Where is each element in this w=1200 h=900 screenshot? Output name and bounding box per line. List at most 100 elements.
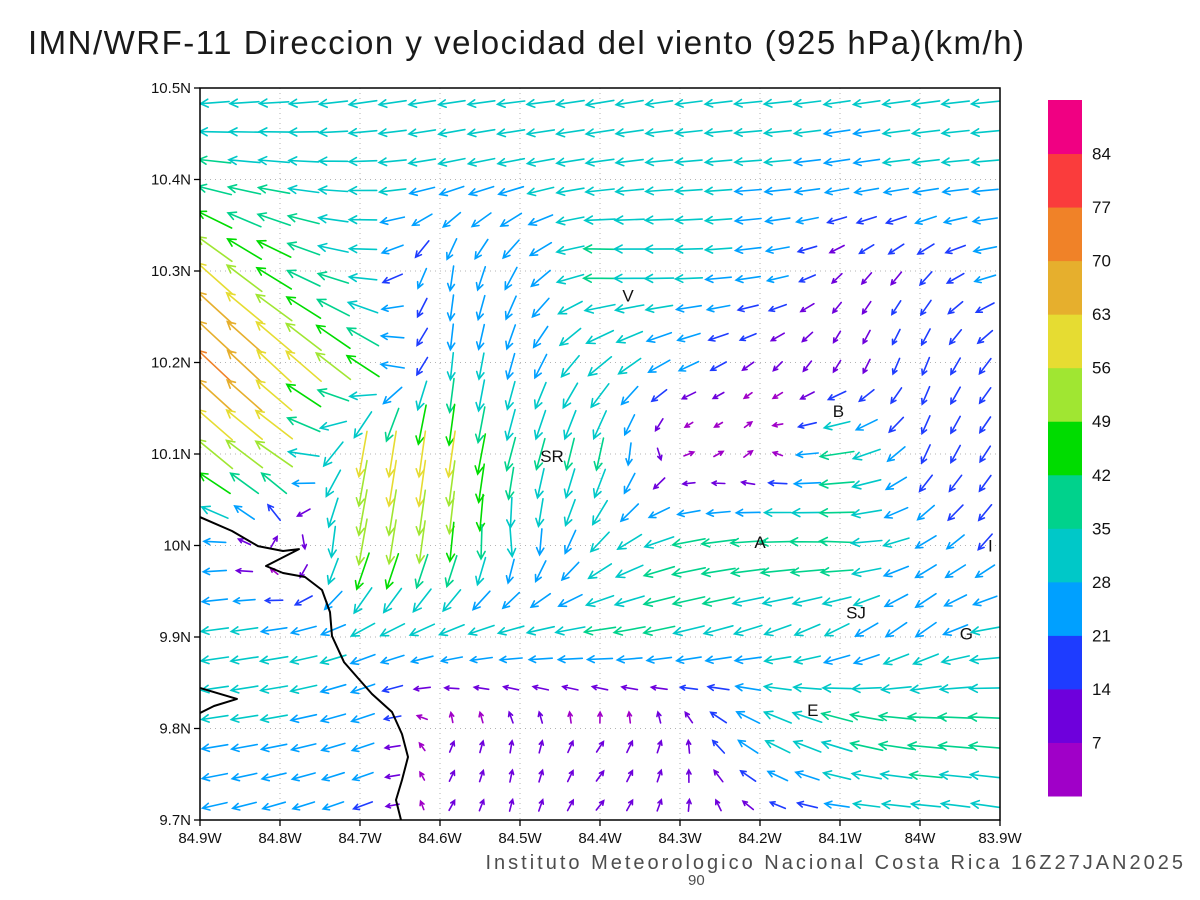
wind-arrow [200, 655, 230, 665]
wind-arrow [882, 653, 910, 666]
colorbar-segment [1048, 528, 1082, 583]
wind-arrow [597, 710, 603, 724]
wind-arrow [259, 626, 288, 635]
wind-arrow [415, 520, 426, 565]
wind-arrow [348, 391, 377, 401]
wind-arrow [643, 215, 674, 225]
wind-arrow [626, 710, 633, 724]
colorbar-segment [1048, 742, 1082, 797]
wind-arrow [763, 624, 792, 637]
wind-arrow [910, 128, 941, 138]
wind-arrow [733, 245, 762, 254]
wind-arrow [851, 99, 881, 108]
wind-arrow [593, 437, 605, 472]
wind-arrow [822, 420, 851, 431]
colorbar-tick-label: 14 [1092, 680, 1111, 699]
wind-arrow [792, 479, 822, 488]
wind-arrow [347, 185, 378, 196]
wind-arrow [254, 440, 294, 468]
wind-arrow [412, 685, 431, 692]
wind-arrow [883, 593, 909, 608]
wind-arrow [647, 506, 671, 519]
wind-arrow [499, 212, 523, 228]
wind-arrow [643, 244, 675, 254]
wind-arrow [438, 624, 465, 637]
wind-arrow [823, 623, 850, 637]
wind-arrow [972, 246, 998, 254]
wind-arrow [938, 684, 972, 694]
wind-arrow [287, 127, 320, 137]
wind-arrow [673, 186, 703, 196]
wind-arrow [764, 246, 790, 254]
wind-arrow [478, 798, 485, 812]
wind-arrow [732, 98, 763, 108]
wind-arrow [741, 800, 755, 811]
wind-arrow [762, 128, 792, 137]
wind-arrow [614, 564, 644, 579]
wind-arrow [531, 297, 550, 319]
wind-arrow [557, 300, 583, 315]
wind-arrow [508, 768, 515, 783]
wind-arrow [645, 655, 673, 664]
wind-arrow [862, 329, 871, 345]
wind-arrow [474, 433, 487, 476]
wind-arrow [677, 360, 700, 372]
wind-arrow [788, 537, 826, 547]
wind-arrow [733, 128, 763, 137]
lon-tick-label: 84W [905, 830, 937, 847]
wind-arrow [877, 740, 915, 751]
wind-arrow [227, 155, 261, 166]
wind-arrow [475, 352, 485, 381]
wind-arrow [684, 710, 694, 724]
wind-arrow [882, 187, 910, 196]
wind-arrow [446, 294, 456, 322]
wind-arrow [415, 430, 427, 479]
wind-arrow [921, 356, 931, 377]
wind-arrow [301, 534, 308, 551]
city-label-A: A [754, 533, 766, 552]
wind-vectors [200, 98, 1000, 812]
wind-arrow [567, 710, 573, 724]
lat-tick-label: 10.2N [151, 355, 191, 372]
wind-arrow [561, 684, 579, 691]
wind-arrow [734, 683, 762, 692]
wind-arrow [942, 216, 968, 225]
wind-arrow [495, 98, 526, 108]
wind-arrow [830, 272, 843, 285]
wind-arrow [345, 327, 380, 347]
wind-arrow [564, 529, 577, 555]
wind-arrow [296, 508, 311, 517]
wind-arrow [381, 684, 404, 693]
wind-arrow [645, 331, 673, 343]
wind-arrow [674, 128, 703, 137]
wind-arrow [767, 303, 787, 313]
wind-arrow [617, 357, 642, 375]
wind-arrow [380, 244, 404, 255]
wind-arrow [474, 238, 489, 261]
wind-arrow [852, 157, 881, 167]
wind-arrow [355, 518, 368, 567]
wind-arrow [590, 684, 609, 691]
wind-arrow [643, 273, 675, 284]
wind-arrow [909, 684, 942, 694]
wind-arrow [379, 623, 406, 637]
wind-arrow [256, 212, 291, 227]
wind-arrow [978, 357, 992, 376]
wind-arrow [415, 714, 428, 721]
wind-arrow [555, 245, 585, 255]
wind-arrow [851, 479, 882, 490]
wind-arrow [234, 567, 254, 574]
wind-arrow [258, 655, 289, 665]
wind-arrow [556, 655, 584, 664]
wind-arrow [818, 508, 855, 518]
wind-arrow [285, 269, 321, 287]
wind-arrow [858, 388, 875, 403]
wind-arrow [703, 186, 733, 196]
wind-arrow [585, 655, 614, 664]
wind-arrow [794, 450, 819, 459]
wind-arrow [771, 391, 784, 400]
wind-arrow [225, 439, 264, 469]
wind-arrow [950, 415, 961, 435]
wind-arrow [530, 269, 551, 288]
